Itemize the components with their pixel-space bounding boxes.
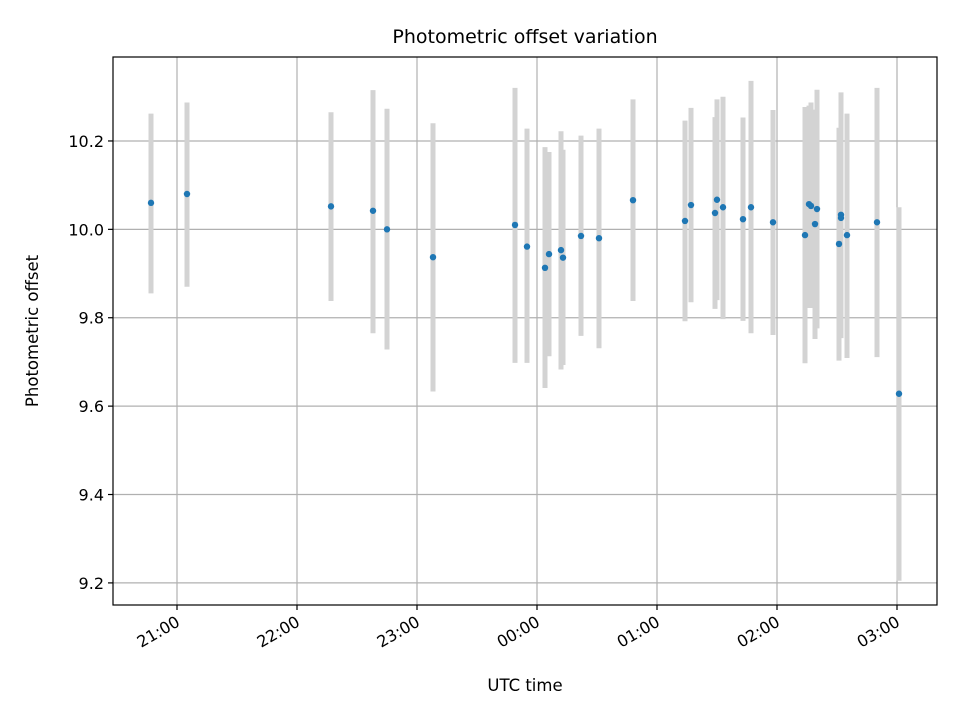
data-point xyxy=(511,221,519,229)
data-point xyxy=(629,196,637,204)
y-tick-label: 9.8 xyxy=(79,309,104,328)
data-point xyxy=(595,234,603,242)
y-axis-label: Photometric offset xyxy=(23,254,42,407)
data-point xyxy=(801,231,809,239)
data-point xyxy=(383,226,391,233)
data-point xyxy=(559,254,567,261)
y-tick-label: 9.6 xyxy=(79,397,104,416)
data-point xyxy=(545,250,553,258)
data-point xyxy=(835,240,843,248)
data-point xyxy=(807,202,815,210)
y-tick-label: 10.2 xyxy=(68,132,104,151)
data-point xyxy=(837,214,845,222)
data-point xyxy=(523,243,531,250)
data-point xyxy=(327,203,335,210)
chart-title: Photometric offset variation xyxy=(392,26,657,48)
data-point xyxy=(557,246,565,254)
data-point xyxy=(147,199,155,207)
data-point xyxy=(739,215,747,223)
data-point xyxy=(811,220,819,228)
data-point xyxy=(369,207,377,214)
data-point xyxy=(813,205,821,213)
data-point xyxy=(873,219,881,226)
y-tick-label: 9.2 xyxy=(79,574,104,593)
data-point xyxy=(769,219,777,226)
data-point xyxy=(895,390,903,397)
data-point xyxy=(719,204,727,211)
data-point xyxy=(541,264,549,272)
x-axis-label: UTC time xyxy=(487,676,562,695)
data-point xyxy=(183,190,191,198)
y-tick-label: 10.0 xyxy=(68,220,104,239)
data-point xyxy=(843,231,851,239)
plot-frame xyxy=(112,56,938,606)
data-point xyxy=(747,204,755,211)
data-point xyxy=(711,209,719,217)
data-point xyxy=(577,232,585,240)
data-point xyxy=(429,253,437,261)
data-point xyxy=(713,196,721,203)
data-point xyxy=(687,201,695,209)
axis-ticks: 21:00 22:00 23:00 00:00 01:00 02:00 03:009.29.… xyxy=(68,132,903,652)
data-point xyxy=(681,217,689,225)
data-points xyxy=(147,190,903,397)
y-tick-label: 9.4 xyxy=(79,486,104,505)
